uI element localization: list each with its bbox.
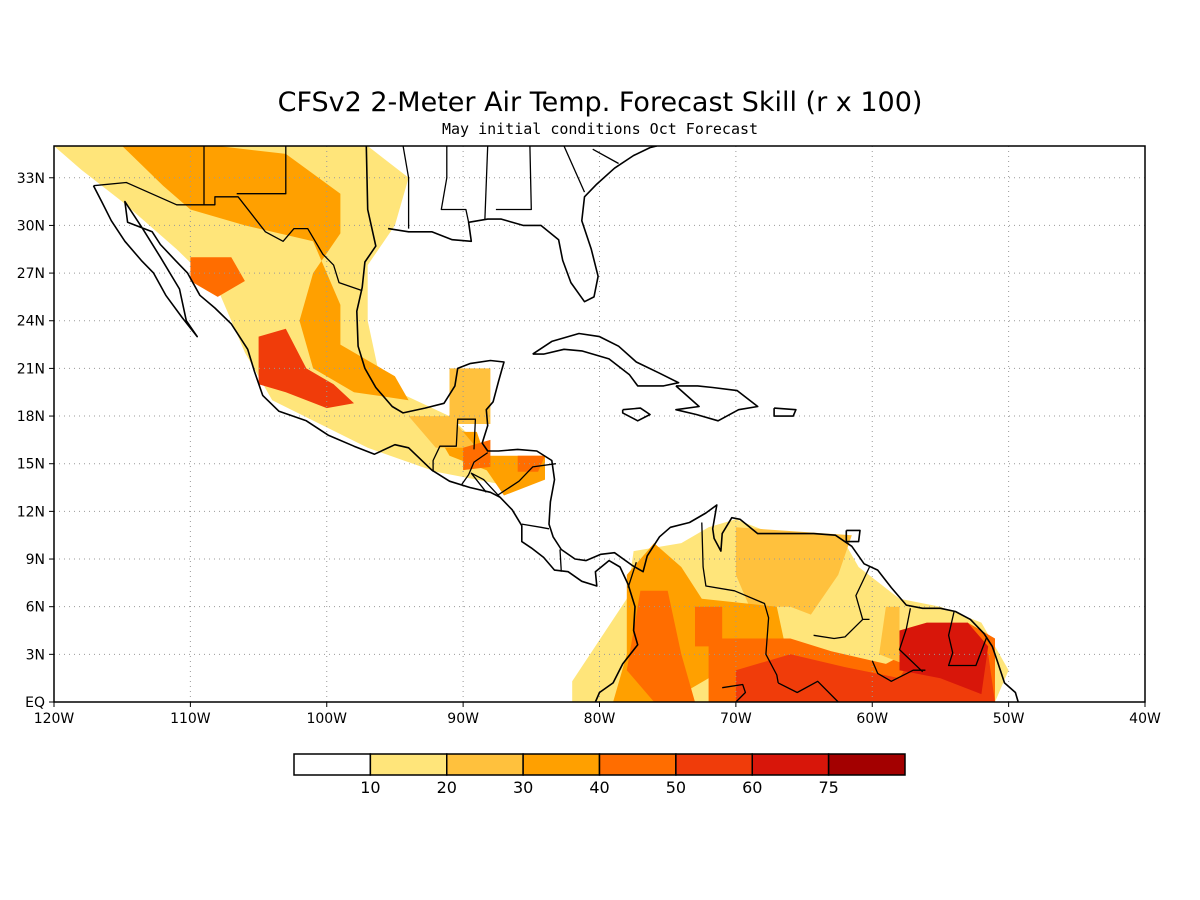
border-line [236, 146, 287, 195]
colorbar-swatch [598, 753, 677, 776]
border-line [592, 148, 619, 165]
colorbar-swatch [751, 753, 830, 776]
colorbar-label: 20 [437, 778, 457, 797]
border-line [898, 608, 924, 673]
skill-region [122, 146, 409, 401]
colorbar-label: 30 [513, 778, 533, 797]
colorbar-label: 40 [589, 778, 609, 797]
border-line [559, 549, 562, 572]
skill-region [517, 455, 545, 472]
y-tick-label: 15N [17, 457, 45, 473]
border-line [432, 418, 477, 472]
colorbar-swatch [446, 753, 524, 776]
coastline [621, 407, 651, 422]
colorbar-swatch [522, 753, 601, 776]
border-line [627, 562, 637, 588]
colorbar-label: 10 [360, 778, 380, 797]
colorbar-swatch [827, 753, 906, 776]
x-tick-label: 100W [306, 711, 347, 727]
skill-region [735, 527, 852, 615]
coastline [92, 185, 639, 702]
skill-region [449, 368, 491, 424]
border-line [701, 522, 779, 684]
x-tick-label: 90W [447, 711, 479, 727]
coastline-and-border-layer [92, 146, 1019, 702]
x-tick-label: 50W [993, 711, 1025, 727]
x-tick-label: 40W [1129, 711, 1161, 727]
skill-region [54, 146, 545, 488]
y-tick-label: 27N [17, 266, 45, 282]
border-line [440, 146, 470, 223]
y-tick-label: EQ [25, 695, 45, 711]
skill-region [899, 622, 989, 695]
colorbar-legend: 10 20 30 40 50 60 75 [293, 753, 906, 797]
skill-region [463, 439, 491, 471]
y-tick-label: 12N [17, 504, 45, 520]
y-tick-label: 24N [17, 314, 45, 330]
y-tick-label: 21N [17, 361, 45, 377]
border-line [563, 146, 586, 193]
border-line [947, 611, 988, 667]
skill-region [626, 590, 695, 702]
y-tick-label: 3N [26, 647, 45, 663]
x-tick-label: 70W [720, 711, 752, 727]
chart-title: CFSv2 2-Meter Air Temp. Forecast Skill (… [278, 87, 923, 118]
border-line [722, 683, 747, 702]
border-line [93, 181, 363, 292]
border-line [496, 463, 556, 497]
border-line [777, 680, 839, 702]
y-tick-label: 18N [17, 409, 45, 425]
y-tick-label: 33N [17, 171, 45, 187]
skill-shading-layer [54, 146, 1009, 702]
x-tick-label: 120W [34, 711, 75, 727]
border-line [402, 146, 410, 229]
y-tick-label: 6N [26, 600, 45, 616]
y-tick-label: 9N [26, 552, 45, 568]
border-line [521, 523, 550, 530]
axis-ticks: 120W 110W 100W 90W 80W 70W 60W 50W 40W EQ 3N 6N 9N 12… [17, 171, 1161, 727]
coastline [532, 332, 680, 387]
coastline [387, 146, 657, 303]
skill-region [258, 328, 354, 409]
skill-region [879, 606, 900, 663]
x-tick-label: 80W [584, 711, 616, 727]
colorbar-swatch [293, 753, 372, 776]
border-line [813, 618, 864, 640]
chart-subtitle: May initial conditions Oct Forecast [442, 120, 758, 138]
grid-lines [54, 146, 1145, 702]
coastline [675, 385, 759, 422]
y-tick-label: 30N [17, 218, 45, 234]
border-line [871, 660, 926, 682]
border-line [484, 146, 489, 220]
colorbar-label: 60 [742, 778, 762, 797]
skill-region [190, 257, 245, 297]
x-tick-label: 110W [170, 711, 211, 727]
border-line [855, 566, 871, 621]
colorbar-swatch [675, 753, 753, 776]
colorbar-label: 75 [818, 778, 838, 797]
skill-region [408, 416, 477, 448]
colorbar-label: 50 [666, 778, 686, 797]
border-line [470, 472, 501, 498]
x-tick-label: 60W [856, 711, 888, 727]
coastline [773, 407, 797, 417]
border-line [461, 452, 489, 485]
skill-region [695, 606, 723, 647]
border-line [495, 146, 532, 211]
coastline [845, 529, 861, 543]
colorbar-swatch [369, 753, 448, 776]
coastline [355, 146, 1019, 702]
